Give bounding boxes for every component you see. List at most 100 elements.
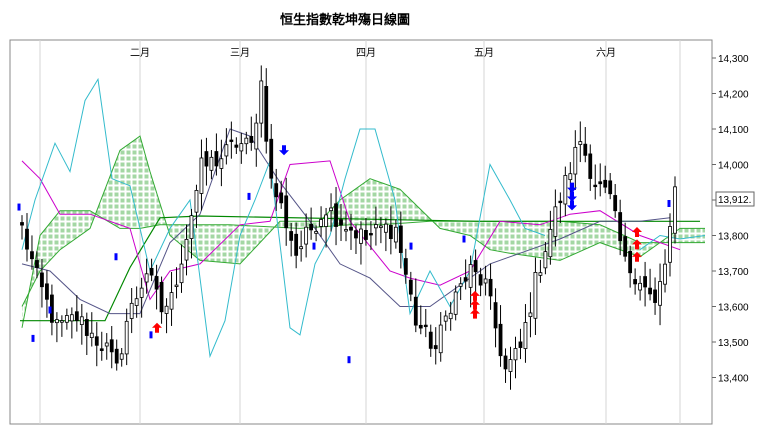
last-value-label: 13,912. [718, 195, 751, 206]
candle [89, 312, 94, 347]
candle [513, 336, 518, 379]
candle [169, 272, 174, 326]
arrow-down-icon [279, 145, 289, 156]
candle [314, 225, 318, 242]
y-tick-label: 13,700 [718, 267, 749, 278]
x-tick-label: 四月 [356, 47, 376, 59]
candle [533, 257, 538, 335]
candle [339, 203, 343, 241]
candle [304, 213, 309, 258]
candle [523, 304, 528, 363]
candle [543, 241, 548, 275]
flat-line [20, 215, 700, 322]
y-tick-label: 14,000 [718, 161, 749, 172]
candle [558, 192, 563, 223]
candle [548, 210, 553, 265]
signal-tick [149, 331, 153, 339]
candle [289, 223, 294, 257]
candle [648, 268, 652, 301]
candle [114, 339, 119, 371]
candle [458, 277, 463, 300]
x-tick-label: 六月 [596, 47, 616, 59]
candle [623, 222, 628, 262]
candle [214, 133, 219, 176]
signal-tick [347, 356, 351, 364]
candle [74, 295, 79, 332]
y-tick-label: 14,200 [718, 90, 749, 101]
candle [179, 244, 184, 293]
y-tick-label: 14,100 [718, 125, 749, 136]
candle [30, 235, 34, 270]
candle [593, 164, 598, 200]
candlesticks [20, 65, 677, 390]
x-tick-label: 三月 [230, 47, 250, 59]
candle [84, 312, 89, 356]
candle [663, 249, 667, 293]
candle [244, 131, 249, 155]
signal-tick [409, 242, 413, 250]
ichimoku-cloud [22, 136, 705, 328]
x-axis: 二月 三月 四月 五月 六月 [130, 47, 616, 59]
candle [488, 263, 493, 310]
candle [149, 258, 154, 282]
signal-tick [462, 235, 466, 243]
candle [673, 176, 677, 244]
candle [573, 130, 578, 191]
x-tick-label: 五月 [474, 47, 494, 59]
signal-markers [17, 145, 671, 364]
candle [319, 206, 323, 237]
candle [259, 65, 264, 138]
candle [45, 270, 49, 318]
candle [239, 132, 244, 164]
candle [204, 137, 209, 186]
candle [503, 348, 508, 383]
candle [69, 307, 74, 339]
signal-tick [667, 200, 671, 207]
arrow-up-icon [470, 299, 480, 310]
candle [284, 177, 289, 246]
y-tick-label: 13,500 [718, 338, 749, 349]
arrow-up-icon [152, 322, 162, 333]
candle [433, 327, 438, 365]
candle [124, 308, 129, 366]
candle [668, 213, 672, 277]
candle [20, 215, 24, 240]
arrow-down-icon [567, 191, 577, 202]
candle [628, 245, 633, 288]
candle [25, 213, 29, 262]
candle [254, 113, 259, 167]
candle [99, 331, 104, 361]
plot-area [9, 39, 713, 425]
candle [413, 278, 418, 333]
candle [329, 193, 333, 232]
candle [344, 211, 348, 242]
candle [379, 217, 383, 244]
arrow-up-icon [632, 251, 642, 262]
candle [79, 303, 84, 345]
candle [563, 166, 568, 217]
candle [40, 258, 44, 308]
candle [154, 264, 159, 310]
candle [393, 219, 398, 249]
candle [359, 221, 363, 265]
candle [608, 173, 613, 200]
candle [184, 224, 189, 276]
candle [578, 121, 583, 163]
candle [104, 333, 109, 360]
candle [349, 213, 353, 250]
arrow-up-icon [470, 290, 480, 301]
candle [508, 346, 513, 390]
candle [299, 230, 304, 262]
candle [209, 150, 214, 180]
candle [309, 207, 314, 240]
candle [473, 249, 478, 293]
candle [54, 312, 59, 343]
candle [498, 305, 503, 367]
candle [528, 292, 533, 338]
candle [588, 144, 593, 191]
candle [144, 258, 149, 294]
candle [294, 222, 299, 269]
candle [94, 322, 99, 367]
candle [174, 267, 179, 299]
candle [448, 301, 453, 331]
